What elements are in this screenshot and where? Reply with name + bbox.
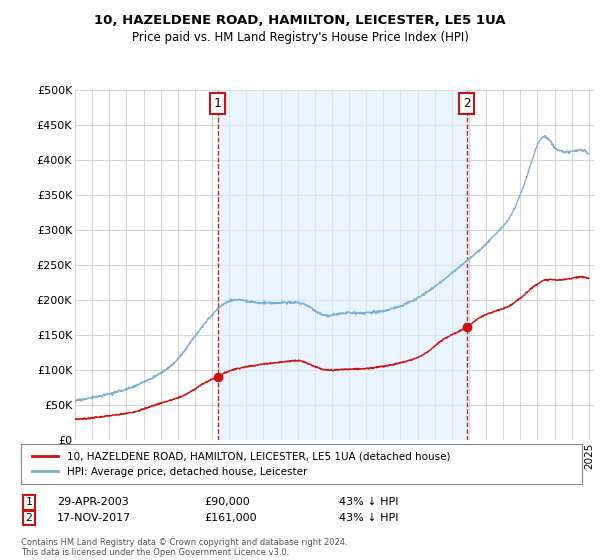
Text: £161,000: £161,000 <box>204 513 257 523</box>
Legend: 10, HAZELDENE ROAD, HAMILTON, LEICESTER, LE5 1UA (detached house), HPI: Average : 10, HAZELDENE ROAD, HAMILTON, LEICESTER,… <box>29 449 453 480</box>
Text: 1: 1 <box>25 497 32 507</box>
Text: £90,000: £90,000 <box>204 497 250 507</box>
Text: 43% ↓ HPI: 43% ↓ HPI <box>339 497 398 507</box>
Text: 29-APR-2003: 29-APR-2003 <box>57 497 129 507</box>
Text: 43% ↓ HPI: 43% ↓ HPI <box>339 513 398 523</box>
Bar <box>218 90 467 440</box>
Text: 2: 2 <box>463 97 470 110</box>
Text: Price paid vs. HM Land Registry's House Price Index (HPI): Price paid vs. HM Land Registry's House … <box>131 31 469 44</box>
Text: 2: 2 <box>25 513 32 523</box>
Text: 1: 1 <box>214 97 221 110</box>
Text: 17-NOV-2017: 17-NOV-2017 <box>57 513 131 523</box>
Text: 10, HAZELDENE ROAD, HAMILTON, LEICESTER, LE5 1UA: 10, HAZELDENE ROAD, HAMILTON, LEICESTER,… <box>94 14 506 27</box>
Text: Contains HM Land Registry data © Crown copyright and database right 2024.
This d: Contains HM Land Registry data © Crown c… <box>21 538 347 557</box>
